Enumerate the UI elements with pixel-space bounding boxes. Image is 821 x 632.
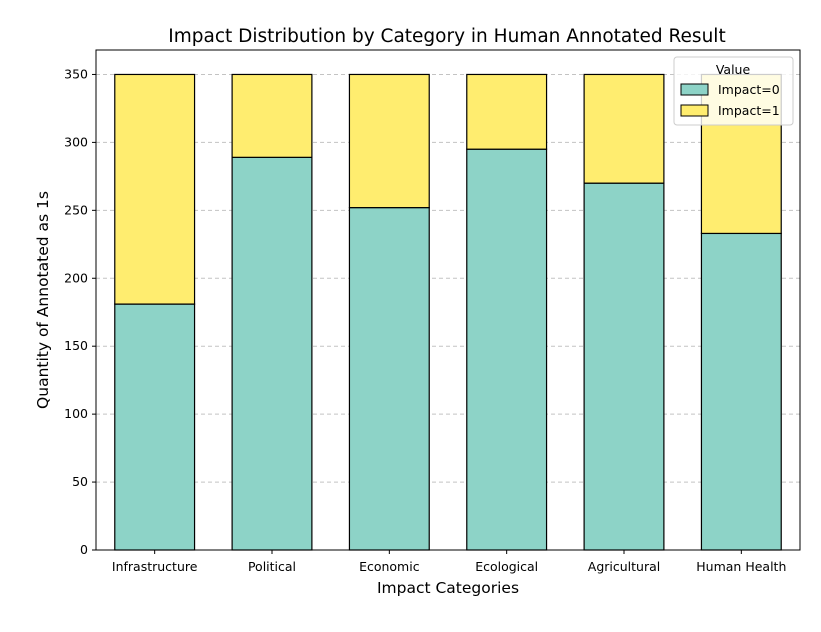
x-tick-label-economic: Economic <box>359 559 420 574</box>
y-tick-label: 100 <box>64 406 88 421</box>
bar-human-health-impact-0 <box>700 232 782 551</box>
y-tick-label: 150 <box>64 338 88 353</box>
legend-label-impact-0: Impact=0 <box>718 82 780 97</box>
x-tick-label-ecological: Ecological <box>475 559 538 574</box>
y-tick-label: 250 <box>64 202 88 217</box>
legend-title: Value <box>716 62 751 77</box>
bar-political-impact-1 <box>231 73 313 158</box>
y-tick-label: 200 <box>64 270 88 285</box>
x-tick-label-infrastructure: Infrastructure <box>112 559 198 574</box>
bar-economic-impact-1 <box>348 73 430 209</box>
legend-label-impact-1: Impact=1 <box>718 103 780 118</box>
gridlines <box>96 73 800 483</box>
x-axis-ticks: Infrastructure Political Economic Ecologica… <box>112 550 786 574</box>
x-tick-label-human-health: Human Health <box>696 559 786 574</box>
x-axis-title: Impact Categories <box>377 579 519 597</box>
bar-political-impact-0 <box>231 156 313 551</box>
y-axis-title: Quantity of Annotated as 1s <box>34 191 52 409</box>
legend: Value Impact=0 Impact=1 <box>673 56 794 126</box>
bar-agricultural-impact-0 <box>583 182 665 551</box>
legend-swatch-impact-1 <box>680 104 709 117</box>
legend-swatch-impact-0 <box>680 83 709 96</box>
bars <box>114 73 782 551</box>
y-tick-label: 50 <box>72 474 88 489</box>
bar-economic-impact-0 <box>348 207 430 551</box>
y-tick-label: 300 <box>64 134 88 149</box>
bar-ecological-impact-0 <box>466 148 548 551</box>
bar-ecological-impact-1 <box>466 73 548 150</box>
bar-infrastructure-impact-1 <box>114 73 196 305</box>
x-tick-label-agricultural: Agricultural <box>588 559 660 574</box>
y-axis-ticks: 0 50 100 150 200 250 300 350 <box>64 66 96 557</box>
x-tick-label-political: Political <box>248 559 296 574</box>
y-tick-label: 350 <box>64 66 88 81</box>
plot-area-frame <box>95 49 801 551</box>
bar-infrastructure-impact-0 <box>114 303 196 551</box>
chart-title: Impact Distribution by Category in Human… <box>168 26 725 47</box>
y-tick-label: 0 <box>80 542 88 557</box>
bar-agricultural-impact-1 <box>583 73 665 184</box>
